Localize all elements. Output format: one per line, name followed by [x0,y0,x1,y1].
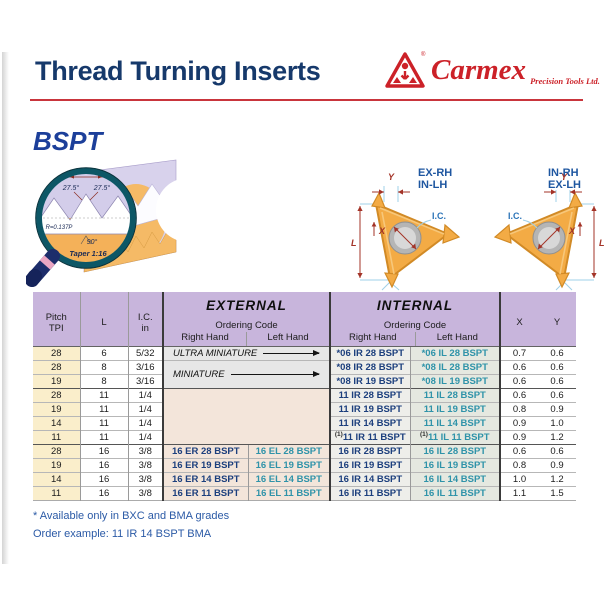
profile-angle-left: 27.5° [62,184,80,192]
header-divider [30,99,583,101]
internal-title: INTERNAL [376,298,454,314]
insert-left-title-2: IN-LH [418,179,447,191]
table-row: 11 11 1/4 (1)11 IR 11 BSPT (1)11 IL 11 B… [33,430,577,445]
external-empty-region [161,388,331,445]
profile-bottom-angle: 90° [87,238,98,246]
col-header-external: EXTERNAL Ordering Code Right Hand Left Ha… [161,292,331,347]
table-row: 14 11 1/4 11 IR 14 BSPT 11 IL 14 BSPT 0.… [33,416,577,431]
external-title: EXTERNAL [206,298,287,314]
dim-l-label: L [599,238,605,248]
table-header-row: Pitch TPI L I.C. in EXTERNAL Ordering Code… [33,292,577,347]
page-edge-shadow [2,52,9,564]
brand-name: Carmex [431,54,527,86]
right-arrow [230,369,321,377]
page-title: Thread Turning Inserts [35,56,321,86]
registered-mark: ® [421,51,426,58]
col-header-ic: I.C. in [127,292,163,347]
dim-y-label: Y [388,172,395,182]
miniature-note: MINIATURE [161,360,331,389]
dim-x-label: X [378,226,386,236]
thread-profile-magnifier: P 27.5° 27.5° R=0.137P 90° Taper 1:16 [26,159,186,287]
carmex-logo: ® Carmex Precision Tools Ltd. [384,50,600,112]
insert-diagram-ex-rh: EX-RH IN-LH L Y X I.C. [351,167,461,291]
dim-ic-label: I.C. [508,211,522,221]
col-header-internal: INTERNAL Ordering Code Right Hand Left Ha… [329,292,501,347]
ultra-miniature-note: ULTRA MINIATURE [161,346,331,361]
dim-x-label: X [568,226,576,236]
insert-diagram-in-rh: IN-RH EX-LH L Y X I.C. [493,167,605,291]
dim-ic-label: I.C. [432,211,446,221]
table-row: 11 16 3/8 16 ER 11 BSPT 16 EL 11 BSPT 16… [33,486,577,501]
magnifier-ring [36,168,136,268]
table-row: 19 11 1/4 11 IR 19 BSPT 11 IL 19 BSPT 0.… [33,402,577,417]
footnote-order-example: Order example: 11 IR 14 BSPT BMA [33,528,212,540]
right-arrow [263,348,320,356]
footnote-grades: * Available only in BXC and BMA grades [33,510,230,522]
insert-right-title-2: EX-LH [548,179,581,191]
insert-left-title-1: EX-RH [418,167,452,179]
col-header-l: L [79,292,128,347]
col-header-y: Y [538,292,577,347]
profile-angle-right: 27.5° [93,184,111,192]
profile-radius: R=0.137P [46,225,73,231]
table-row: 28 11 1/4 11 IR 28 BSPT 11 IL 28 BSPT 0.… [33,388,577,445]
table-row: 19 8 3/16 *08 IR 19 BSPT *08 IL 19 BSPT … [33,374,577,389]
carmex-logo-icon: ® [385,51,426,88]
bspt-table: Pitch TPI L I.C. in EXTERNAL Ordering Code… [33,292,577,501]
col-header-pitch: Pitch TPI [33,292,80,347]
table-row: 28 16 3/8 16 ER 28 BSPT 16 EL 28 BSPT 16… [33,444,577,459]
section-title: BSPT [33,126,103,156]
table-row: 28 6 5/32 ULTRA MINIATURE *06 IR 28 BSPT… [33,346,577,361]
dim-l-label: L [351,238,357,248]
dim-y-label: Y [561,172,568,182]
table-row: 28 8 3/16 MINIATURE *08 IR 28 BSPT *08 I… [33,360,577,389]
brand-tagline: Precision Tools Ltd. [530,76,600,86]
insert-right-title-1: IN-RH [548,167,579,179]
profile-taper: Taper 1:16 [69,249,107,258]
col-header-x: X [499,292,539,347]
table-row: 14 16 3/8 16 ER 14 BSPT 16 EL 14 BSPT 16… [33,472,577,487]
table-row: 19 16 3/8 16 ER 19 BSPT 16 EL 19 BSPT 16… [33,458,577,473]
